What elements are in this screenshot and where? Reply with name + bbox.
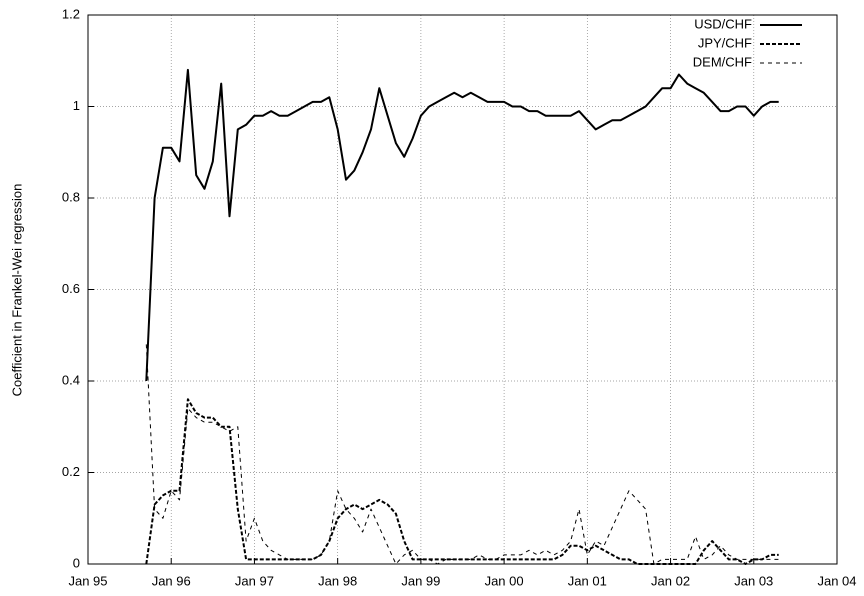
x-tick-label: Jan 02	[651, 573, 690, 588]
series-line	[145, 344, 779, 565]
y-tick-label: 1.2	[62, 6, 80, 21]
x-tick-label: Jan 00	[485, 573, 524, 588]
y-tick-label: 0.4	[62, 372, 80, 387]
x-tick-label: Jan 04	[817, 573, 856, 588]
x-tick-label: Jan 99	[401, 573, 440, 588]
series-line	[145, 398, 779, 565]
series-line	[145, 68, 779, 382]
legend-label: USD/CHF	[694, 16, 752, 31]
y-tick-label: 1	[73, 98, 80, 113]
y-axis-label: Coefficient in Frankel-Wei regression	[9, 184, 24, 397]
x-tick-label: Jan 01	[568, 573, 607, 588]
y-tick-label: 0.6	[62, 281, 80, 296]
legend-label: JPY/CHF	[698, 35, 752, 50]
x-tick-label: Jan 95	[68, 573, 107, 588]
plot-frame	[87, 14, 838, 565]
y-tick-label: 0.8	[62, 189, 80, 204]
legend-label: DEM/CHF	[693, 54, 752, 69]
x-tick-label: Jan 97	[235, 573, 274, 588]
y-tick-label: 0.2	[62, 464, 80, 479]
x-tick-label: Jan 03	[734, 573, 773, 588]
x-tick-label: Jan 96	[152, 573, 191, 588]
x-tick-label: Jan 98	[318, 573, 357, 588]
y-tick-label: 0	[73, 555, 80, 570]
